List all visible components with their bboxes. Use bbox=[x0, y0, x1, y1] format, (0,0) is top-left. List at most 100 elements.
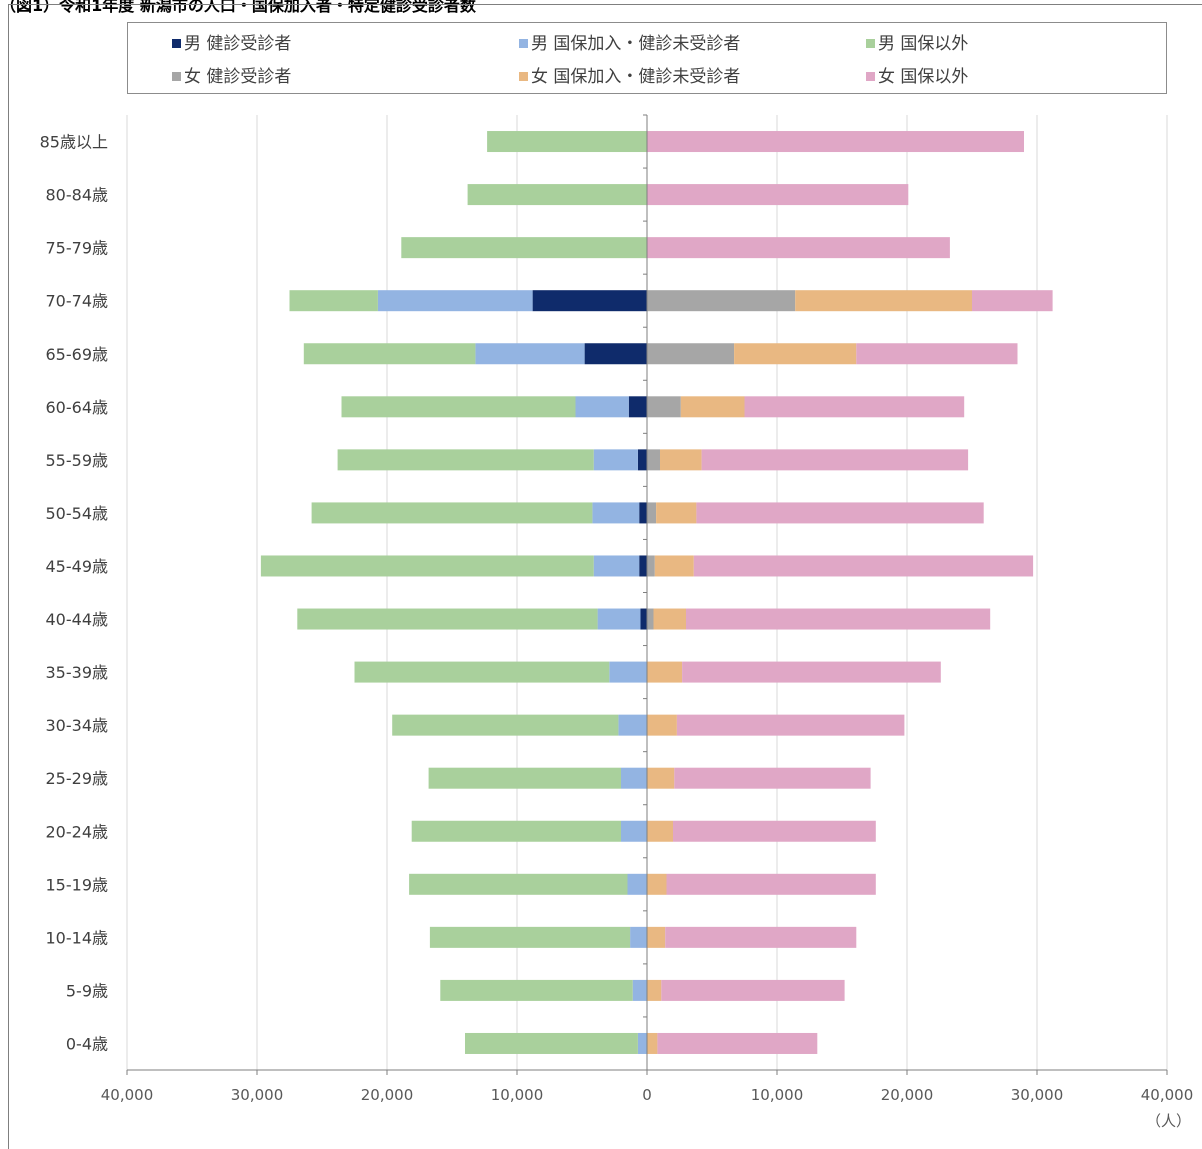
category-label: 5-9歳 bbox=[66, 981, 108, 1000]
bar-segment bbox=[411, 820, 621, 842]
bar-segment bbox=[640, 608, 647, 630]
bar-segment bbox=[593, 449, 638, 471]
bar-segment bbox=[647, 237, 950, 259]
category-label: 85歳以上 bbox=[40, 133, 108, 152]
x-tick-label: 40,000 bbox=[1141, 1086, 1194, 1104]
bar-segment bbox=[592, 502, 640, 524]
bar-segment bbox=[647, 184, 909, 206]
bar-segment bbox=[647, 1032, 658, 1054]
category-label: 55-59歳 bbox=[46, 451, 109, 470]
legend-swatch bbox=[519, 39, 528, 48]
bar-segment bbox=[647, 555, 655, 577]
legend-item-male-kokuho: 男 国保加入・健診未受診者 bbox=[519, 29, 740, 54]
bar-segment bbox=[303, 343, 476, 365]
legend-label: 男 健診受診者 bbox=[184, 34, 292, 54]
bar-segment bbox=[627, 873, 647, 895]
x-tick-label: 30,000 bbox=[231, 1086, 284, 1104]
bar-segment bbox=[647, 608, 654, 630]
bar-segment bbox=[647, 661, 683, 683]
x-tick-label: 40,000 bbox=[101, 1086, 154, 1104]
x-tick-label: 10,000 bbox=[491, 1086, 544, 1104]
bar-segment bbox=[647, 714, 677, 736]
bar-segment bbox=[686, 608, 991, 630]
bar-segment bbox=[409, 873, 628, 895]
bar-segment bbox=[311, 502, 593, 524]
category-label: 70-74歳 bbox=[46, 292, 109, 311]
bar-segment bbox=[657, 1032, 818, 1054]
bar-segment bbox=[696, 502, 984, 524]
legend-item-male-other: 男 国保以外 bbox=[866, 29, 968, 54]
category-label: 30-34歳 bbox=[46, 716, 109, 735]
bar-segment bbox=[665, 926, 857, 948]
bar-segment bbox=[654, 555, 694, 577]
legend-swatch bbox=[172, 39, 181, 48]
bar-segment bbox=[621, 767, 647, 789]
bar-segment bbox=[647, 502, 657, 524]
x-tick-label: 30,000 bbox=[1011, 1086, 1064, 1104]
category-label: 40-44歳 bbox=[46, 610, 109, 629]
legend-item-female-kokuho: 女 国保加入・健診未受診者 bbox=[519, 62, 740, 87]
bar-segment bbox=[637, 1032, 647, 1054]
bar-segment bbox=[637, 449, 647, 471]
bar-segment bbox=[487, 131, 647, 153]
bar-segment bbox=[701, 449, 969, 471]
category-label: 80-84歳 bbox=[46, 186, 109, 205]
category-label: 0-4歳 bbox=[66, 1034, 108, 1053]
bar-segment bbox=[354, 661, 610, 683]
legend-item-female-other: 女 国保以外 bbox=[866, 62, 968, 87]
category-label: 25-29歳 bbox=[46, 769, 109, 788]
bar-segment bbox=[621, 820, 647, 842]
bar-segment bbox=[618, 714, 647, 736]
bar-segment bbox=[647, 820, 673, 842]
category-label: 65-69歳 bbox=[46, 345, 109, 364]
bar-segment bbox=[465, 1032, 638, 1054]
bar-segment bbox=[653, 608, 686, 630]
bar-segment bbox=[856, 343, 1018, 365]
bar-segment bbox=[647, 926, 666, 948]
x-tick-label: 10,000 bbox=[751, 1086, 804, 1104]
category-label: 35-39歳 bbox=[46, 663, 109, 682]
bar-segment bbox=[532, 290, 647, 312]
bar-segment bbox=[647, 767, 675, 789]
bar-segment bbox=[660, 449, 702, 471]
bar-segment bbox=[297, 608, 598, 630]
legend-item-male-exam: 男 健診受診者 bbox=[172, 29, 291, 54]
bar-segment bbox=[639, 555, 647, 577]
legend-swatch bbox=[519, 72, 528, 81]
legend-swatch bbox=[866, 72, 875, 81]
chart-title: （図1）令和1年度 新潟市の人口・国保加入者・特定健診受診者数 bbox=[0, 0, 476, 15]
bar-segment bbox=[744, 396, 965, 418]
bar-segment bbox=[647, 131, 1024, 153]
bar-segment bbox=[647, 343, 735, 365]
bar-segment bbox=[647, 396, 681, 418]
bar-segment bbox=[609, 661, 647, 683]
legend-label: 女 国保加入・健診未受診者 bbox=[531, 67, 741, 87]
bar-segment bbox=[795, 290, 972, 312]
bar-segment bbox=[647, 979, 662, 1001]
bar-segment bbox=[693, 555, 1034, 577]
x-axis-unit-label: （人） bbox=[1146, 1112, 1192, 1130]
bar-segment bbox=[337, 449, 594, 471]
bar-segment bbox=[475, 343, 585, 365]
bar-segment bbox=[647, 873, 667, 895]
bar-segment bbox=[260, 555, 594, 577]
bar-segment bbox=[440, 979, 633, 1001]
category-label: 15-19歳 bbox=[46, 875, 109, 894]
legend: 男 健診受診者 男 国保加入・健診未受診者 男 国保以外 女 健診受診者 女 国… bbox=[127, 22, 1167, 94]
bar-segment bbox=[674, 767, 871, 789]
bar-segment bbox=[467, 184, 647, 206]
bar-segment bbox=[647, 290, 796, 312]
bar-segment bbox=[682, 661, 941, 683]
bar-segment bbox=[289, 290, 378, 312]
legend-label: 女 国保以外 bbox=[878, 67, 969, 87]
x-tick-label: 20,000 bbox=[881, 1086, 934, 1104]
legend-item-female-exam: 女 健診受診者 bbox=[172, 62, 291, 87]
bar-segment bbox=[647, 449, 660, 471]
bar-segment bbox=[584, 343, 647, 365]
bar-segment bbox=[661, 979, 845, 1001]
bar-segment bbox=[593, 555, 640, 577]
category-label: 10-14歳 bbox=[46, 928, 109, 947]
legend-swatch bbox=[172, 72, 181, 81]
chart-frame bbox=[8, 4, 1202, 1149]
